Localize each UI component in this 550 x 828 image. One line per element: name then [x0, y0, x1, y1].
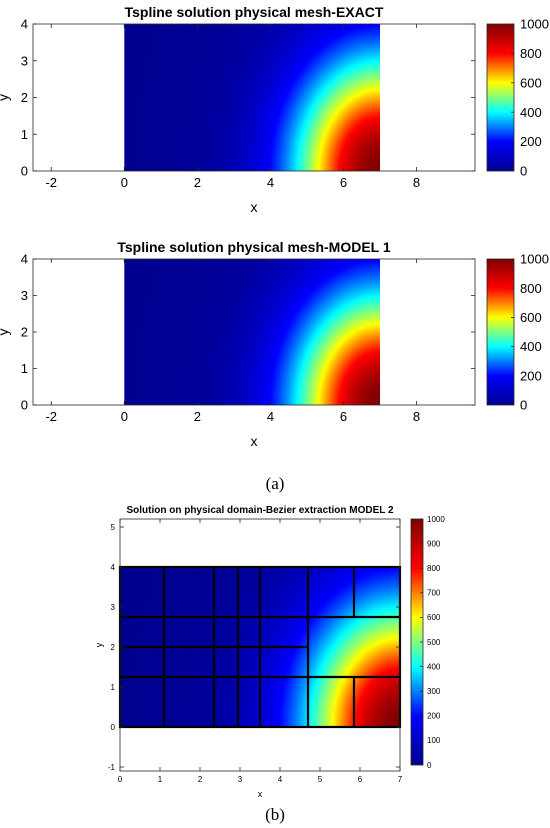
- x-tick-label: 3: [238, 775, 243, 784]
- x-axis-label: x: [251, 433, 258, 449]
- colorbar-tick-label: 600: [520, 75, 542, 90]
- colorbar-tick-label: 500: [427, 638, 441, 647]
- y-tick-label: 4: [21, 252, 28, 267]
- y-tick-label: 5: [111, 523, 116, 532]
- colorbar-tick-label: 1000: [520, 17, 549, 32]
- colorbar-tick-label: 400: [520, 105, 542, 120]
- x-tick-label: 2: [194, 409, 201, 424]
- colorbar-tick-label: 900: [427, 539, 441, 548]
- y-tick-label: 3: [111, 603, 116, 612]
- x-tick-label: 0: [121, 175, 128, 190]
- chart-model2: Solution on physical domain-Bezier extra…: [94, 505, 445, 799]
- colorbar: [486, 23, 515, 172]
- colorbar-tick-label: 800: [427, 564, 441, 573]
- caption-a: (a): [265, 474, 285, 493]
- y-tick-label: 4: [111, 563, 116, 572]
- y-tick-label: 0: [21, 164, 28, 179]
- x-tick-label: 1: [158, 775, 163, 784]
- x-tick-label: 0: [121, 409, 128, 424]
- y-tick-label: 4: [21, 17, 28, 32]
- chart-model1: Tspline solution physical mesh-MODEL 1 -2…: [0, 239, 549, 449]
- x-tick-label: 6: [340, 175, 347, 190]
- chart-title: Solution on physical domain-Bezier extra…: [126, 505, 394, 516]
- colorbar-tick-label: 1000: [427, 515, 445, 524]
- colorbar-tick-label: 800: [520, 281, 542, 296]
- y-axis-label: y: [0, 329, 11, 336]
- x-tick-label: 8: [413, 409, 420, 424]
- chart-exact: Tspline solution physical mesh-EXACT -2 0 2…: [0, 4, 549, 215]
- x-tick-label: 8: [413, 175, 420, 190]
- x-tick-label: 6: [340, 409, 347, 424]
- colorbar-tick-label: 200: [520, 368, 542, 383]
- solution-field: [124, 24, 381, 171]
- chart-title: Tspline solution physical mesh-EXACT: [125, 4, 384, 20]
- y-tick-label: 1: [21, 127, 28, 142]
- colorbar-tick-label: 800: [520, 46, 542, 61]
- colorbar-tick-label: 200: [520, 134, 542, 149]
- colorbar-tick-label: 0: [520, 164, 527, 179]
- x-axis-label: x: [251, 199, 258, 215]
- colorbar-tick-label: 400: [520, 339, 542, 354]
- x-tick-label: 5: [318, 775, 323, 784]
- axes-frame: [119, 518, 401, 772]
- y-tick-label: 1: [111, 683, 116, 692]
- colorbar-tick-label: 1000: [520, 252, 549, 267]
- y-tick-label: 0: [21, 398, 28, 413]
- x-tick-label: 4: [267, 175, 274, 190]
- x-tick-label: 2: [198, 775, 203, 784]
- y-tick-label: 3: [21, 288, 28, 303]
- x-tick-label: 6: [358, 775, 363, 784]
- colorbar-tick-label: 100: [427, 736, 441, 745]
- solution-field: [124, 259, 381, 405]
- caption-b: (b): [265, 805, 285, 824]
- x-axis-label: x: [258, 789, 263, 799]
- y-tick-label: 2: [111, 643, 116, 652]
- x-tick-label: -2: [45, 409, 57, 424]
- colorbar-tick-label: 400: [427, 662, 441, 671]
- y-tick-label: 2: [21, 90, 28, 105]
- y-tick-label: -1: [108, 763, 116, 772]
- colorbar-tick-label: 600: [520, 310, 542, 325]
- y-tick-label: 0: [111, 723, 116, 732]
- colorbar-tick-label: 200: [427, 712, 441, 721]
- colorbar-tick-label: 300: [427, 687, 441, 696]
- colorbar: [486, 258, 515, 406]
- x-tick-label: 4: [267, 409, 274, 424]
- y-axis-label: y: [94, 642, 104, 647]
- colorbar-tick-label: 0: [520, 398, 527, 413]
- x-tick-label: 2: [194, 175, 201, 190]
- y-axis-label: y: [0, 94, 11, 101]
- colorbar-tick-label: 0: [427, 761, 432, 770]
- x-tick-label: -2: [45, 175, 57, 190]
- y-tick-label: 2: [21, 325, 28, 340]
- y-tick-label: 1: [21, 361, 28, 376]
- colorbar-tick-label: 600: [427, 613, 441, 622]
- x-tick-label: 7: [398, 775, 403, 784]
- x-tick-label: 4: [278, 775, 283, 784]
- chart-title: Tspline solution physical mesh-MODEL 1: [117, 239, 391, 255]
- y-tick-label: 3: [21, 53, 28, 68]
- colorbar-tick-label: 700: [427, 589, 441, 598]
- x-tick-label: 0: [118, 775, 123, 784]
